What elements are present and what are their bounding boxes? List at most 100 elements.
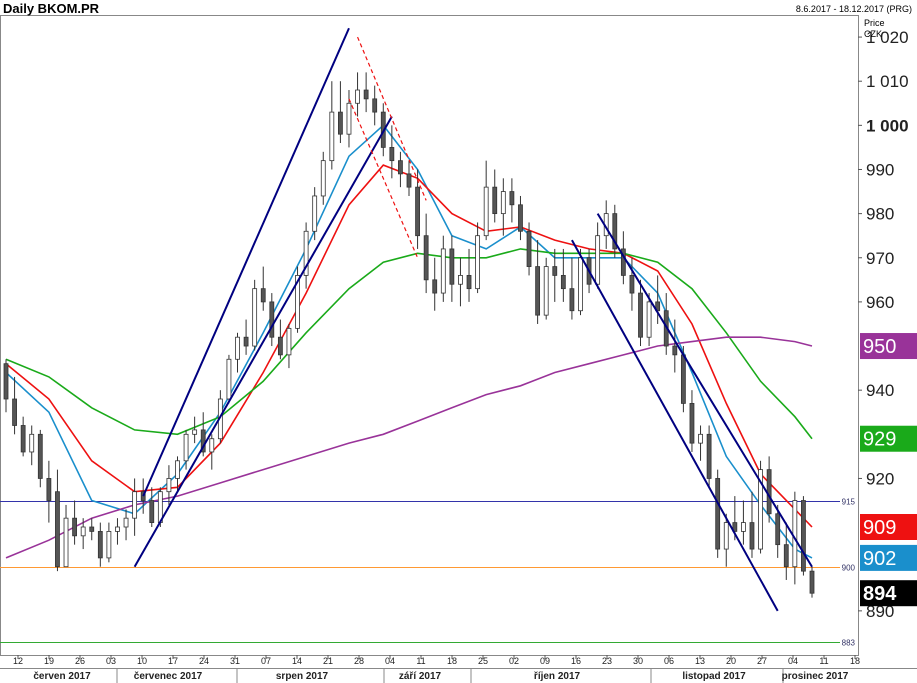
candle — [509, 178, 515, 223]
candle-body — [166, 478, 172, 493]
month-label: prosinec 2017 — [782, 671, 849, 682]
level-label: 883 — [842, 639, 856, 648]
month-label: říjen 2017 — [534, 671, 581, 682]
x-tick-label: 18 — [447, 656, 457, 666]
candle-body — [226, 358, 232, 400]
candle — [12, 376, 17, 435]
candle — [706, 425, 712, 488]
candle-body — [286, 327, 292, 356]
price-tag-label: 894 — [863, 583, 897, 605]
candle-body — [672, 345, 678, 356]
candle-body — [449, 248, 455, 285]
candle — [115, 518, 120, 545]
x-tick-label: 03 — [106, 656, 116, 666]
candle-body — [235, 336, 240, 360]
price-tag-box — [860, 333, 917, 360]
candle-body — [552, 266, 558, 276]
candle-body — [715, 478, 721, 550]
x-tick-label: 27 — [757, 656, 767, 666]
candle — [458, 257, 463, 307]
candle-body — [312, 195, 318, 232]
price-tag: 909 — [860, 514, 917, 540]
candle — [235, 332, 240, 373]
candle — [526, 222, 532, 276]
x-tick-label: 13 — [695, 656, 705, 666]
candle — [355, 72, 360, 117]
price-tag-box — [860, 425, 917, 452]
candle — [629, 257, 635, 311]
candle-body — [97, 531, 103, 559]
price-tag-box — [860, 514, 917, 540]
month-label: srpen 2017 — [276, 671, 329, 682]
candle-body — [766, 469, 772, 515]
x-tick-label: 23 — [602, 656, 612, 666]
y-tick-label: 1 020 — [866, 28, 909, 47]
candle-body — [518, 204, 523, 232]
candle-body — [483, 186, 489, 237]
x-tick-label: 16 — [571, 656, 581, 666]
candlesticks — [3, 72, 815, 598]
candle-body — [749, 522, 755, 550]
candle — [783, 522, 789, 580]
candle — [569, 257, 575, 320]
candle — [269, 293, 275, 347]
candle-body — [595, 235, 601, 285]
candle — [80, 518, 86, 550]
candle-body — [20, 425, 26, 453]
candle-body — [29, 433, 35, 453]
candle-body — [723, 522, 729, 550]
candle-body — [106, 531, 112, 559]
x-tick-label: 21 — [323, 656, 333, 666]
candle — [595, 222, 601, 289]
trendlines — [133, 27, 813, 612]
price-tag: 894 — [860, 580, 917, 607]
x-tick-label: 18 — [850, 656, 860, 666]
candle — [192, 416, 198, 444]
candle — [689, 390, 695, 452]
candle — [758, 460, 763, 554]
y-tick-label: 1 000 — [866, 116, 909, 135]
candle — [492, 169, 498, 223]
candle-body — [509, 191, 515, 206]
y-tick-label: 890 — [866, 602, 894, 621]
candle-body — [355, 89, 360, 104]
candle — [55, 469, 60, 572]
candle — [578, 248, 583, 316]
currency-label: CZK — [864, 29, 882, 39]
trendline — [571, 239, 779, 612]
candle — [106, 522, 112, 563]
candle — [320, 151, 326, 205]
candle-body — [569, 288, 575, 312]
candle-body — [115, 526, 120, 532]
candle — [252, 279, 258, 351]
candle-body — [680, 354, 686, 404]
candle — [801, 496, 806, 576]
candle — [423, 213, 429, 294]
candle-body — [149, 500, 155, 523]
price-label: Price — [864, 18, 885, 28]
candle — [698, 425, 703, 461]
candle-body — [243, 336, 249, 347]
candle — [338, 81, 343, 143]
candle-body — [338, 111, 343, 135]
level-label: 915 — [842, 498, 856, 507]
candle-body — [543, 266, 549, 316]
candle-body — [3, 363, 9, 400]
candle — [552, 248, 558, 302]
candle — [406, 160, 412, 196]
candle-body — [620, 248, 626, 276]
candle — [415, 169, 420, 249]
candle — [132, 478, 138, 536]
candle-body — [252, 288, 258, 347]
candle — [20, 416, 26, 457]
x-tick-label: 04 — [385, 656, 395, 666]
price-tag: 929 — [860, 425, 917, 452]
candle — [638, 279, 643, 347]
x-tick-label: 30 — [633, 656, 643, 666]
y-tick-label: 920 — [866, 469, 894, 488]
candle — [29, 425, 35, 466]
price-tag: 950 — [860, 333, 917, 360]
candle — [475, 222, 480, 294]
candle-body — [432, 279, 438, 294]
candle — [312, 187, 318, 241]
